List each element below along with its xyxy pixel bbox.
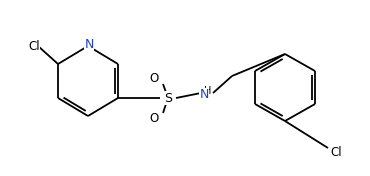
Text: O: O	[149, 112, 159, 125]
Text: Cl: Cl	[330, 146, 342, 159]
Text: S: S	[164, 92, 172, 105]
Text: N: N	[199, 89, 209, 102]
Text: N: N	[84, 39, 94, 52]
Text: Cl: Cl	[28, 39, 40, 52]
Text: O: O	[149, 71, 159, 84]
Text: H: H	[204, 86, 212, 96]
